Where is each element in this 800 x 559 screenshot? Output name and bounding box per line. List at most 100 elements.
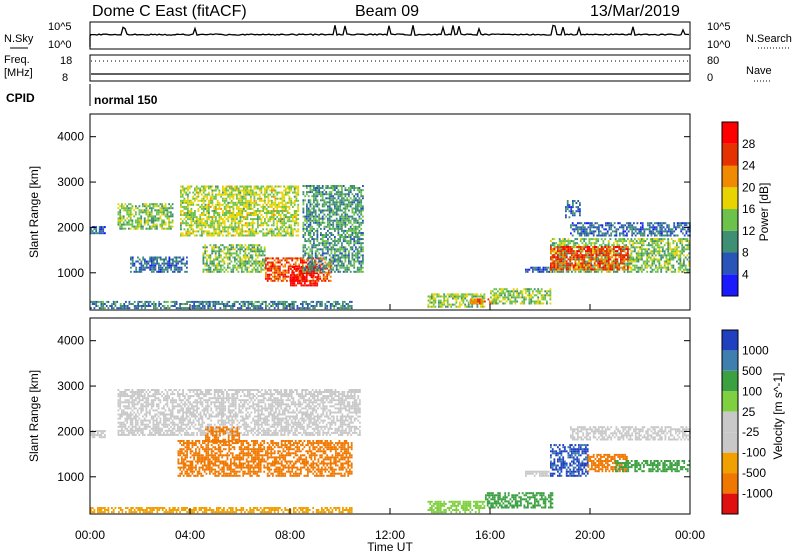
data-cell	[344, 307, 346, 309]
data-cell	[139, 269, 141, 271]
data-cell	[482, 296, 484, 298]
data-cell	[136, 305, 138, 307]
data-cell	[341, 187, 343, 189]
data-cell	[348, 199, 350, 201]
data-cell	[224, 248, 226, 250]
data-cell	[348, 203, 350, 205]
data-cell	[243, 218, 245, 220]
data-cell	[102, 232, 104, 234]
data-cell	[664, 261, 666, 263]
data-cell	[191, 220, 193, 222]
data-cell	[631, 259, 633, 261]
data-cell	[562, 261, 564, 263]
data-cell	[153, 220, 155, 222]
data-cell	[525, 269, 527, 271]
data-cell	[597, 240, 599, 242]
data-cell	[155, 303, 157, 305]
data-cell	[355, 187, 357, 189]
data-cell	[681, 248, 683, 250]
data-cell	[331, 250, 333, 252]
data-cell	[331, 197, 333, 199]
data-cell	[191, 208, 193, 210]
data-cell	[629, 248, 631, 250]
data-cell	[291, 301, 293, 303]
data-cell	[355, 203, 357, 205]
data-cell	[254, 218, 256, 220]
data-cell	[355, 212, 357, 214]
data-cell	[561, 248, 563, 250]
data-cell	[306, 240, 308, 242]
data-cell	[135, 269, 137, 271]
data-cell	[293, 301, 295, 303]
data-cell	[294, 202, 296, 204]
data-cell	[255, 248, 257, 250]
data-cell	[289, 206, 291, 208]
data-cell	[297, 307, 299, 309]
data-cell	[343, 220, 345, 222]
data-cell	[285, 206, 287, 208]
data-cell	[199, 216, 201, 218]
data-cell	[322, 240, 324, 242]
data-cell	[636, 259, 638, 261]
data-cell	[101, 232, 103, 234]
data-cell	[215, 216, 217, 218]
data-cell	[181, 269, 183, 271]
data-cell	[257, 198, 259, 200]
data-cell	[301, 266, 303, 268]
data-cell	[594, 238, 596, 240]
data-cell	[203, 261, 205, 263]
data-cell	[298, 264, 300, 266]
data-cell	[201, 220, 203, 222]
data-cell	[253, 244, 255, 246]
data-cell	[289, 220, 291, 222]
data-cell	[499, 296, 501, 298]
data-cell	[346, 224, 348, 226]
data-cell	[254, 214, 256, 216]
data-cell	[254, 188, 256, 190]
data-cell	[515, 301, 517, 303]
data-cell	[133, 226, 135, 228]
data-cell	[355, 234, 357, 236]
data-cell	[222, 218, 224, 220]
data-cell	[433, 306, 435, 308]
data-cell	[217, 257, 219, 259]
data-cell	[258, 301, 260, 303]
data-cell	[330, 280, 332, 282]
data-cell	[322, 222, 324, 224]
data-cell	[141, 307, 143, 309]
data-cell	[509, 301, 511, 303]
data-cell	[449, 293, 451, 295]
data-cell	[231, 214, 233, 216]
data-cell	[515, 290, 517, 292]
data-cell	[226, 206, 228, 208]
data-cell	[275, 218, 277, 220]
data-cell	[176, 257, 178, 259]
data-cell	[262, 224, 264, 226]
data-cell	[332, 248, 334, 250]
data-cell	[149, 257, 151, 259]
data-cell	[252, 254, 254, 256]
data-cell	[452, 296, 454, 298]
data-cell	[262, 232, 264, 234]
freq-top-tick: 18	[60, 55, 72, 67]
data-cell	[631, 263, 633, 265]
data-cell	[313, 244, 315, 246]
data-cell	[309, 274, 311, 276]
data-cell	[213, 198, 215, 200]
data-cell	[525, 288, 527, 290]
data-cell	[212, 210, 214, 212]
data-cell	[194, 230, 196, 232]
data-cell	[550, 298, 552, 300]
data-cell	[236, 252, 238, 254]
data-cell	[135, 228, 137, 230]
data-cell	[539, 303, 541, 305]
data-cell	[310, 216, 312, 218]
data-cell	[355, 199, 357, 201]
data-cell	[283, 230, 285, 232]
nsky-label: N.Sky	[4, 33, 34, 45]
data-cell	[287, 232, 289, 234]
data-cell	[655, 254, 657, 256]
data-cell	[271, 210, 273, 212]
data-cell	[225, 305, 227, 307]
data-cell	[161, 207, 163, 209]
